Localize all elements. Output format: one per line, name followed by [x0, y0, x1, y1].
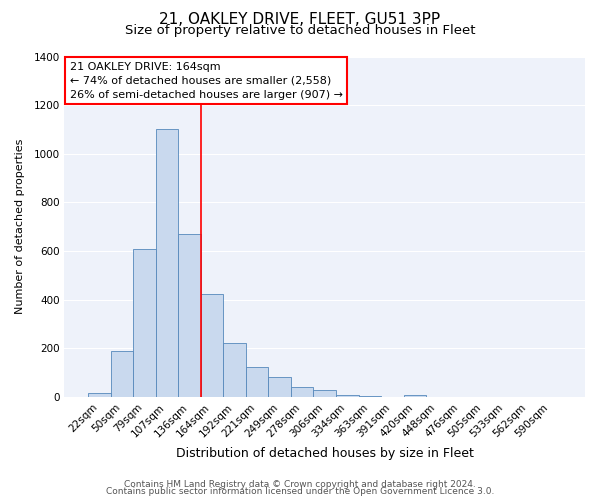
Text: Size of property relative to detached houses in Fleet: Size of property relative to detached ho… [125, 24, 475, 37]
X-axis label: Distribution of detached houses by size in Fleet: Distribution of detached houses by size … [176, 447, 473, 460]
Bar [336, 394, 359, 397]
Text: 21, OAKLEY DRIVE, FLEET, GU51 3PP: 21, OAKLEY DRIVE, FLEET, GU51 3PP [160, 12, 440, 28]
Bar [223, 344, 246, 397]
Text: 21 OAKLEY DRIVE: 164sqm
← 74% of detached houses are smaller (2,558)
26% of semi: 21 OAKLEY DRIVE: 164sqm ← 74% of detache… [70, 62, 343, 100]
Text: Contains public sector information licensed under the Open Government Licence 3.: Contains public sector information licen… [106, 487, 494, 496]
Bar [88, 394, 110, 397]
Bar [156, 130, 178, 397]
Y-axis label: Number of detached properties: Number of detached properties [15, 139, 25, 314]
Bar [313, 390, 336, 397]
Bar [246, 366, 268, 397]
Bar [110, 350, 133, 397]
Bar [291, 387, 313, 397]
Bar [178, 234, 201, 397]
Bar [404, 394, 426, 397]
Bar [268, 378, 291, 397]
Bar [201, 294, 223, 397]
Text: Contains HM Land Registry data © Crown copyright and database right 2024.: Contains HM Land Registry data © Crown c… [124, 480, 476, 489]
Bar [133, 248, 156, 397]
Bar [359, 396, 381, 397]
